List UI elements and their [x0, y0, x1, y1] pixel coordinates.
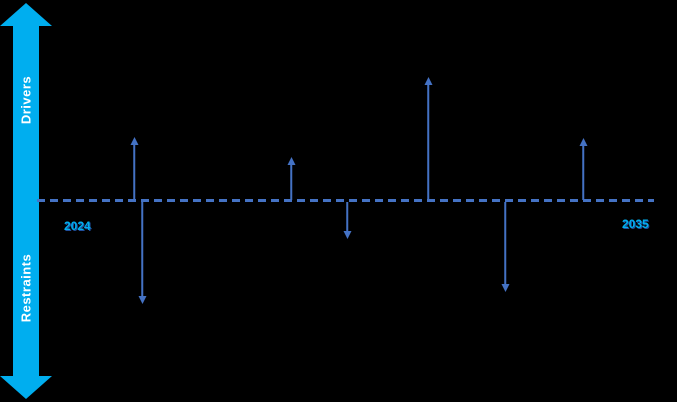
up-arrowhead-icon	[424, 77, 432, 85]
up-arrowhead-icon	[579, 138, 587, 146]
arrow-stem	[140, 202, 144, 299]
driver-impact-arrow	[130, 137, 139, 200]
arrow-stem	[503, 202, 507, 287]
arrow-stem	[345, 202, 349, 234]
axis-down-arrowhead-icon	[0, 376, 52, 399]
driver-impact-arrow	[424, 77, 433, 200]
up-arrowhead-icon	[130, 137, 138, 145]
up-arrowhead-icon	[287, 157, 295, 165]
timeline-end-year: 2035	[622, 217, 649, 231]
down-arrowhead-icon	[138, 296, 146, 304]
down-arrowhead-icon	[343, 231, 351, 239]
restraint-impact-arrow	[138, 202, 147, 304]
driver-impact-arrow	[287, 157, 296, 200]
drivers-restraints-axis: Drivers Restraints	[0, 3, 52, 399]
arrow-stem	[289, 162, 293, 200]
restraints-label: Restraints	[18, 253, 34, 323]
arrow-stem	[426, 82, 430, 200]
restraint-impact-arrow	[343, 202, 352, 239]
axis-shaft	[13, 24, 39, 378]
arrow-stem	[581, 143, 585, 200]
timeline-dashed-baseline	[37, 199, 654, 202]
driver-impact-arrow	[579, 138, 588, 200]
timeline-start-year: 2024	[64, 219, 91, 233]
down-arrowhead-icon	[501, 284, 509, 292]
restraint-impact-arrow	[501, 202, 510, 292]
axis-up-arrowhead-icon	[0, 3, 52, 26]
arrow-stem	[132, 142, 136, 200]
drivers-label: Drivers	[18, 75, 34, 125]
